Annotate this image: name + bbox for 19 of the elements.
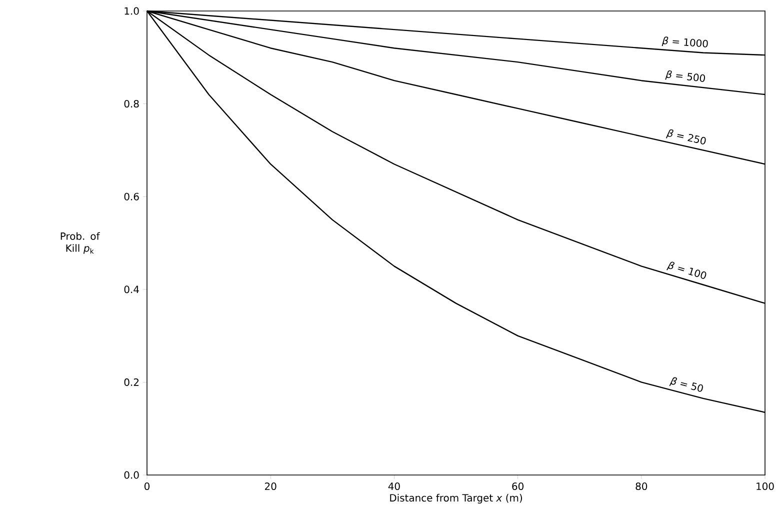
y-tick-label: 0.4 — [124, 286, 139, 294]
y-tick-label: 0.8 — [124, 100, 139, 108]
y-tick-label: 1.0 — [124, 7, 139, 15]
text: β = 50 — [669, 377, 703, 392]
y-tick-label: 0.0 — [124, 471, 139, 479]
y-axis-title: Prob. of Kill p$_{k}$ — [60, 232, 100, 254]
x-axis-title: Distance from Target x (m) — [390, 494, 522, 504]
y-tick-label: 0.6 — [124, 192, 139, 200]
x-tick-label: 80 — [636, 482, 648, 490]
text: β = 100 — [666, 262, 706, 279]
x-tick-label: 60 — [512, 482, 524, 490]
text: β = 250 — [666, 129, 706, 144]
y-tick-label: 0.2 — [124, 378, 138, 386]
x-tick-label: 100 — [756, 482, 774, 490]
text: β = 500 — [665, 70, 706, 82]
x-tick-label: 0 — [144, 482, 150, 490]
x-tick-label: 40 — [388, 482, 400, 490]
series-label: β = 1000 — [662, 36, 708, 48]
x-tick-label: 20 — [264, 482, 276, 490]
